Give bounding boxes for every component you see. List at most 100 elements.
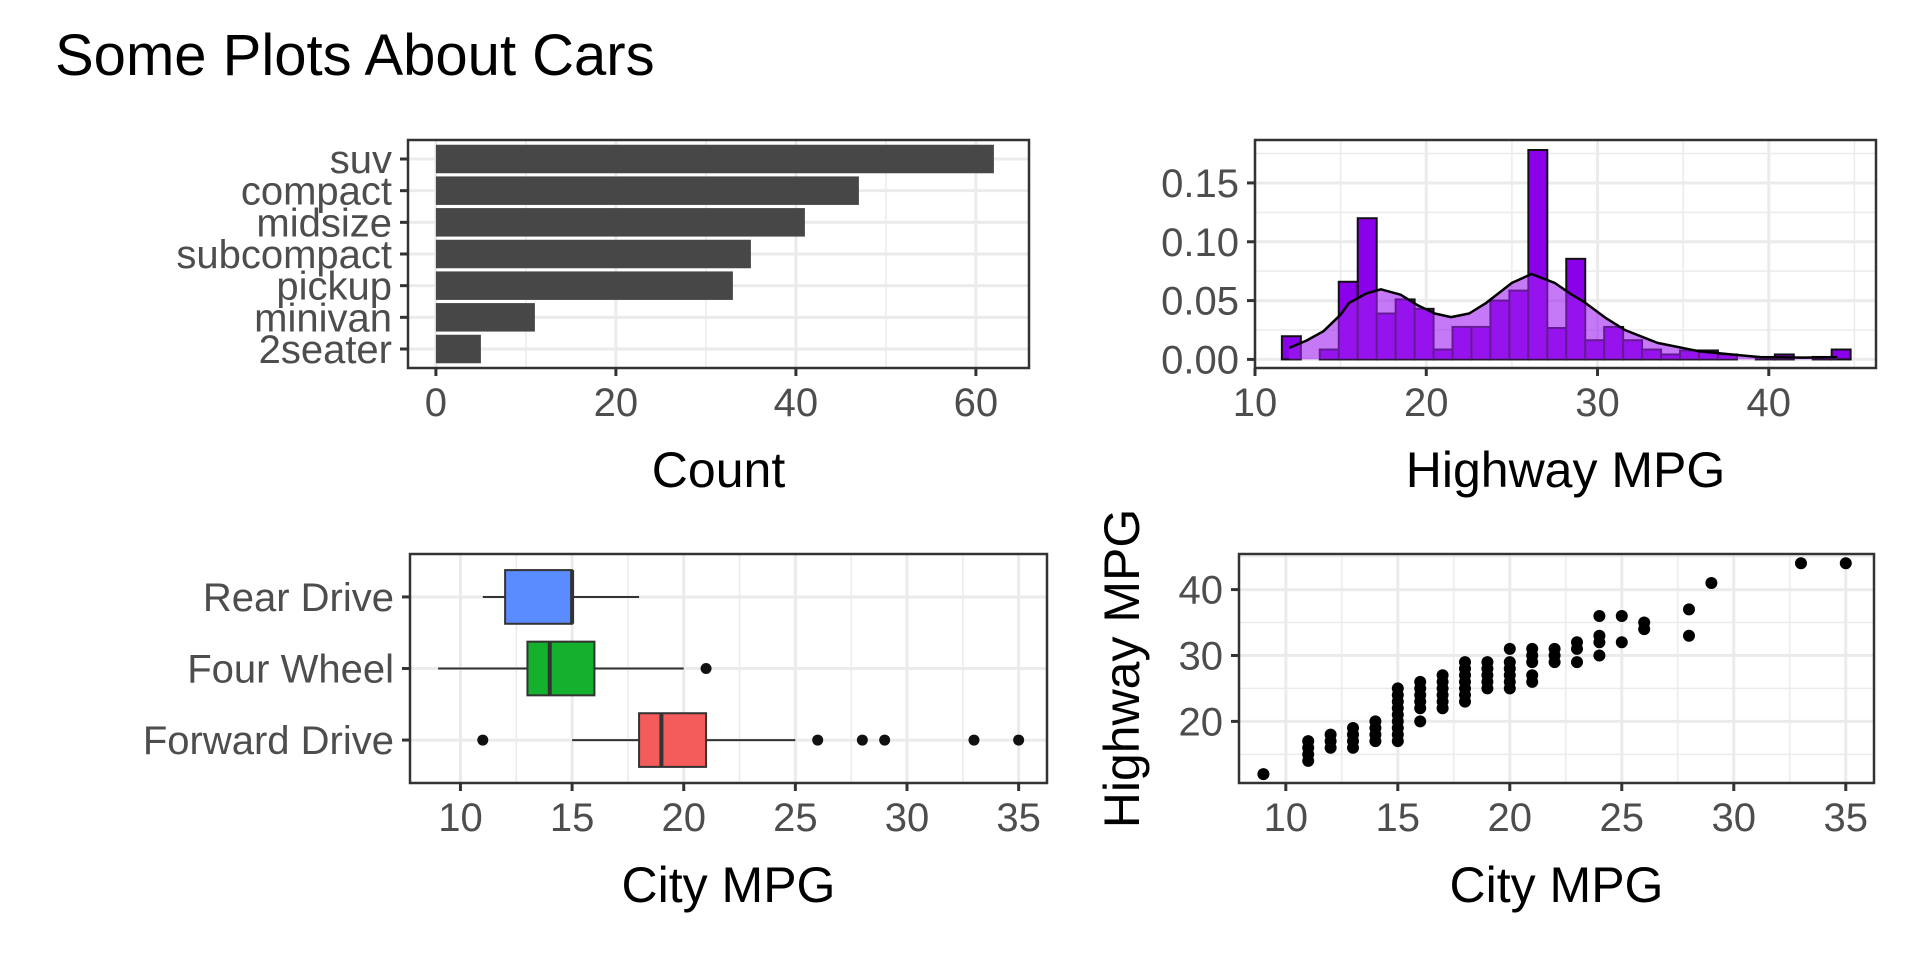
x-tick-label: 10 (1233, 381, 1278, 425)
y-tick-label: 30 (1179, 634, 1224, 678)
scatter-point (1391, 682, 1404, 695)
outlier-point (477, 734, 489, 746)
axes-boxplot: 10 15 20 25 30 35 Forward Drive Four Wheel Rear … (143, 552, 1049, 913)
boxplot-forward-drive (477, 712, 1025, 768)
bar-compact (435, 176, 859, 205)
bar-midsize (435, 208, 805, 237)
bar-subcompact (435, 239, 751, 269)
x-tick-label: 30 (1575, 381, 1620, 425)
y-tick-label: Rear Drive (203, 576, 394, 620)
axes-scatter: 10 15 20 25 30 35 20 30 40 City MPG Highway MPG (1094, 509, 1876, 913)
scatter-point (1593, 629, 1606, 642)
box (526, 640, 596, 697)
scatter-point (1615, 636, 1628, 649)
x-tick-label: 40 (774, 381, 819, 425)
scatter-points (1257, 557, 1852, 781)
bar-suv (435, 144, 994, 174)
outlier-point (1013, 734, 1025, 746)
y-axis-title: Highway MPG (1094, 509, 1150, 829)
scatter-point (1481, 656, 1494, 669)
x-tick-label: 25 (1600, 796, 1645, 840)
scatter-point (1615, 609, 1628, 622)
outlier-point (700, 663, 712, 674)
outlier-point (968, 734, 980, 746)
panel-border (1237, 552, 1876, 785)
x-axis-title: Highway MPG (1406, 442, 1726, 498)
x-tick-label: 20 (1488, 796, 1533, 840)
y-tick-label: 0.10 (1161, 221, 1239, 265)
y-tick-label: subcompact (176, 233, 392, 277)
scatter-point (1682, 603, 1695, 616)
density-area (1289, 274, 1838, 360)
scatter-point (1705, 576, 1718, 589)
y-tick-label: compact (241, 170, 392, 214)
scatter-point (1794, 557, 1807, 570)
x-tick-label: 20 (661, 796, 706, 840)
scatter-point (1503, 656, 1516, 669)
scatter-point (1682, 629, 1695, 642)
y-tick-label: 40 (1179, 569, 1224, 613)
y-tick-label: midsize (256, 201, 392, 245)
x-tick-label: 15 (1376, 796, 1421, 840)
scatter-point (1570, 656, 1583, 669)
x-axis-title: Count (652, 442, 786, 498)
histogram-bar (1830, 348, 1852, 361)
scatter-point (1570, 636, 1583, 649)
box (638, 712, 708, 768)
scatter-point (1414, 715, 1427, 728)
axes-bar: 0 20 40 60 2seaterminivanpickupsubcompactmid… (176, 138, 1031, 498)
panel-scatter (1239, 554, 1874, 783)
y-tick-label: 0.05 (1161, 280, 1239, 324)
y-tick-label: 0.00 (1161, 338, 1239, 382)
x-tick-label: 10 (438, 796, 483, 840)
x-tick-label: 0 (425, 381, 447, 425)
x-tick-label: 10 (1264, 796, 1309, 840)
scatter-point (1526, 642, 1539, 655)
scatter-point (1593, 649, 1606, 662)
x-tick-label: 35 (996, 796, 1041, 840)
scatter-point (1302, 735, 1315, 748)
bar-minivan (435, 303, 535, 332)
x-tick-label: 30 (1712, 796, 1757, 840)
y-tick-label: minivan (254, 296, 392, 340)
axes-histogram: 10 20 30 40 0.00 0.05 0.10 0.15 Highway MPG (1161, 138, 1878, 498)
scatter-point (1324, 728, 1337, 741)
y-tick-label: 2seater (259, 328, 392, 372)
scatter-point (1548, 642, 1561, 655)
x-tick-label: 60 (954, 381, 999, 425)
outlier-point (812, 734, 824, 746)
boxplot-rear-drive (482, 569, 640, 625)
boxplot-four-wheel (438, 640, 712, 697)
bar-pickup (435, 271, 733, 300)
x-tick-label: 20 (1404, 381, 1449, 425)
x-tick-label: 30 (885, 796, 930, 840)
scatter-point (1839, 557, 1852, 570)
scatter-point (1369, 715, 1382, 728)
scatter-point (1459, 656, 1472, 669)
scatter-point (1257, 768, 1270, 781)
y-tick-label: Forward Drive (143, 719, 394, 763)
x-tick-label: 20 (594, 381, 639, 425)
outlier-point (879, 734, 891, 746)
scatter-point (1503, 642, 1516, 655)
box (504, 569, 574, 625)
outlier-point (856, 734, 868, 746)
x-tick-label: 40 (1747, 381, 1792, 425)
bars (435, 144, 994, 364)
x-axis-title: City MPG (622, 857, 836, 913)
density-curve (1288, 272, 1838, 359)
y-tick-label: pickup (276, 265, 392, 309)
scatter-point (1436, 669, 1449, 682)
y-tick-label: suv (330, 138, 392, 182)
y-tick-label: 0.15 (1161, 162, 1239, 206)
scatter-point (1526, 669, 1539, 682)
y-tick-label: Four Wheel (187, 648, 394, 692)
panel-border (1253, 138, 1878, 370)
scatter-point (1593, 609, 1606, 622)
x-tick-label: 15 (550, 796, 595, 840)
scatter-point (1347, 721, 1360, 734)
x-axis-title: City MPG (1450, 857, 1664, 913)
bar-2seater (435, 334, 481, 364)
x-tick-label: 25 (773, 796, 818, 840)
